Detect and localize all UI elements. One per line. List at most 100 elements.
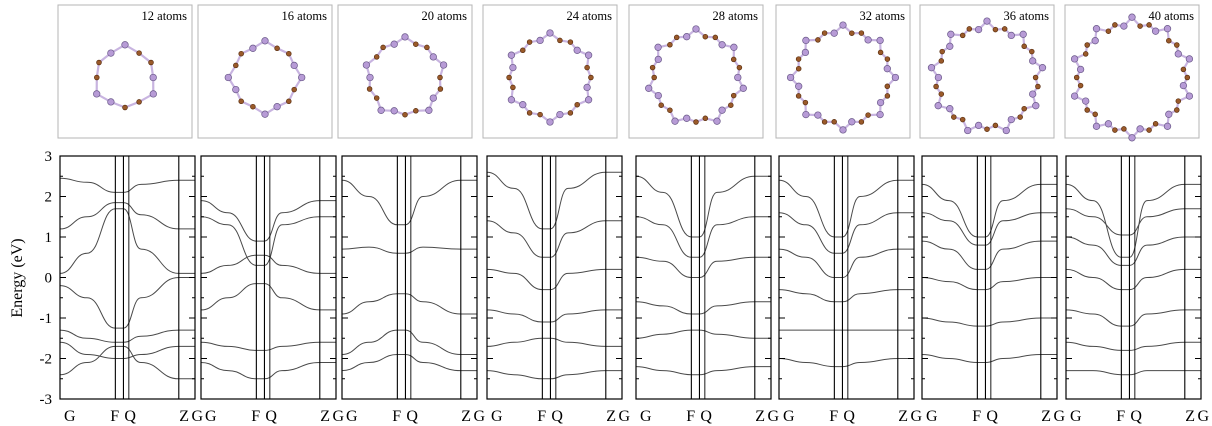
band-line: [487, 309, 622, 323]
x-tick-label: G: [1053, 408, 1065, 425]
x-tick-label: Q: [986, 408, 998, 425]
atom-brown: [938, 91, 945, 97]
atom-brown: [1084, 107, 1090, 113]
band-line: [1066, 370, 1201, 376]
atom-purple: [546, 118, 554, 126]
atom-brown: [712, 34, 719, 41]
atom-purple: [1136, 125, 1144, 133]
atom-purple: [390, 40, 398, 48]
atom-count-label: 24 atoms: [567, 9, 613, 23]
atom-purple: [1104, 120, 1113, 128]
panel-frame: [635, 155, 772, 400]
band-line: [342, 179, 477, 226]
atom-purple: [1163, 122, 1172, 130]
atom-purple: [1019, 30, 1027, 38]
atom-brown: [939, 48, 945, 55]
atom-purple: [864, 36, 872, 44]
y-tick-label: -3: [40, 392, 53, 408]
atom-purple: [891, 73, 900, 82]
atom-brown: [402, 111, 408, 118]
inset-frame: [628, 4, 764, 139]
atom-purple: [232, 85, 240, 94]
atom-purple: [1120, 22, 1128, 30]
atom-brown: [795, 93, 802, 99]
atom-brown: [238, 98, 244, 105]
y-tick-label: 0: [45, 271, 53, 287]
x-tick-label: Q: [406, 408, 418, 425]
atom-purple: [654, 91, 662, 100]
atom-purple: [149, 73, 157, 82]
band-lines: [201, 200, 336, 380]
atom-purple: [401, 33, 409, 41]
atom-brown: [658, 102, 664, 108]
x-tick-label: G: [332, 408, 344, 425]
atom-purple: [1185, 92, 1194, 100]
atom-brown: [588, 74, 594, 81]
atom-brown: [1029, 48, 1035, 55]
x-tick-label: F: [110, 408, 119, 425]
atom-brown: [510, 84, 516, 91]
atom-brown: [1112, 22, 1118, 28]
structure-inset: 28 atoms: [628, 4, 764, 139]
x-tick-label: G: [767, 408, 779, 425]
x-tick-label: Q: [843, 408, 855, 425]
band-lines: [636, 175, 771, 376]
band-line: [779, 358, 914, 368]
x-tick-label: Q: [1130, 408, 1142, 425]
atom-purple: [814, 111, 822, 119]
x-tick-label: Z: [1041, 408, 1051, 425]
band-line: [1066, 208, 1201, 236]
atom-purple: [802, 110, 810, 119]
atom-brown: [821, 30, 828, 36]
atom-purple: [261, 37, 269, 45]
atom-purple: [839, 126, 847, 134]
atom-purple: [974, 25, 983, 34]
atom-brown: [1146, 22, 1152, 28]
band-line: [1066, 341, 1201, 351]
atom-purple: [654, 55, 662, 64]
atom-purple: [848, 118, 856, 126]
atom-brown: [1021, 105, 1027, 112]
band-line: [201, 254, 336, 274]
atom-brown: [1166, 37, 1172, 44]
x-tick-label: F: [392, 408, 401, 425]
atom-brown: [567, 110, 574, 116]
atom-brown: [821, 119, 828, 125]
atom-brown: [557, 37, 563, 44]
y-tick-label: -1: [40, 311, 53, 327]
x-tick-label: G: [491, 408, 503, 425]
atom-purple: [786, 73, 795, 82]
atom-purple: [876, 110, 884, 119]
atom-brown: [1180, 66, 1187, 73]
band-lines: [922, 183, 1057, 363]
x-tick-label: G: [618, 408, 630, 425]
x-tick-label: G: [346, 408, 358, 425]
atom-count-label: 40 atoms: [1149, 9, 1195, 23]
atom-brown: [702, 33, 709, 40]
band-line: [779, 248, 914, 278]
band-lines: [779, 179, 914, 368]
inset-frame: [197, 4, 333, 139]
band-line: [342, 329, 477, 355]
atom-brown: [992, 26, 999, 33]
atom-count-label: 36 atoms: [1004, 9, 1050, 23]
atom-purple: [683, 33, 691, 41]
atom-purple: [1070, 92, 1079, 100]
atom-brown: [1146, 127, 1152, 133]
band-lines: [342, 179, 477, 372]
band-line: [922, 183, 1057, 238]
atom-brown: [1035, 83, 1041, 90]
band-line: [201, 216, 336, 266]
band-line: [487, 370, 622, 380]
atom-brown: [1112, 127, 1118, 133]
atom-brown: [526, 110, 533, 116]
inset-frame: [57, 4, 193, 139]
panel-frame: [341, 155, 478, 400]
atom-purple: [1092, 25, 1101, 33]
